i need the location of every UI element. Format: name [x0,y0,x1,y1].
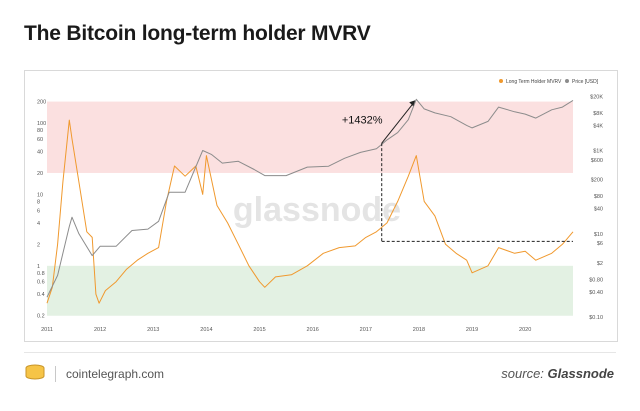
x-tick-label: 2020 [519,327,531,333]
page-title: The Bitcoin long-term holder MVRV [24,22,371,45]
left-tick-label: 0.8 [37,271,45,277]
right-tick-label: $600 [591,158,603,164]
coin-stack-icon [25,364,45,380]
band-upper [47,101,573,173]
annotation-label: +1432% [342,115,383,127]
left-tick-label: 80 [37,128,43,134]
legend-swatch-mvrv [499,79,503,83]
arrow-head-icon [409,100,416,107]
footer-divider [24,352,616,353]
footer-separator [55,366,56,382]
x-tick-label: 2012 [94,327,106,333]
right-tick-label: $6 [597,241,603,247]
x-tick-label: 2018 [413,327,425,333]
right-tick-label: $0.80 [589,277,603,283]
right-tick-label: $0.10 [589,315,603,321]
legend: Long Term Holder MVRV Price [USD] [499,79,599,85]
left-tick-label: 1 [37,264,40,270]
left-tick-label: 2 [37,242,40,248]
footer-site-link[interactable]: cointelegraph.com [66,367,165,381]
left-tick-label: 0.2 [37,314,45,320]
left-tick-label: 0.4 [37,292,45,298]
chart-frame: glassnode 0.2 0.4 0.6 0.8 1 2 4 6 8 10 20 40 60 80 100… [24,70,618,342]
right-tick-label: $10 [594,232,603,238]
left-tick-label: 40 [37,149,43,155]
right-tick-label: $40 [594,207,603,213]
legend-swatch-price [565,79,569,83]
x-tick-label: 2014 [200,327,212,333]
left-tick-label: 200 [37,100,46,106]
right-tick-label: $4K [593,123,603,129]
right-tick-label: $0.40 [589,290,603,296]
series-line-mvrv [46,119,574,304]
annotation-group: +1432% [342,100,573,242]
right-tick-label: $20K [590,94,603,100]
left-tick-label: 60 [37,137,43,143]
left-tick-label: 6 [37,208,40,214]
right-axis: $0.10 $0.40 $0.80 $2 $6 $10 $40 $80 $200 $600 $1K $… [589,94,603,321]
x-tick-label: 2019 [466,327,478,333]
x-axis: 2011 2012 2013 2014 2015 2016 2017 2018 2019 2020 [41,327,531,333]
legend-label: Price [USD] [572,79,599,85]
legend-label: Long Term Holder MVRV [506,79,562,85]
right-tick-label: $200 [591,178,603,184]
x-tick-label: 2016 [307,327,319,333]
x-tick-label: 2011 [41,327,53,333]
mvrv-price-chart: glassnode 0.2 0.4 0.6 0.81 2 4 6 810 20 40 60 80100… [37,79,603,333]
x-tick-label: 2017 [360,327,372,333]
x-tick-label: 2013 [147,327,159,333]
right-tick-label: $1K [593,149,603,155]
right-tick-label: $2 [597,261,603,267]
right-tick-label: $80 [594,194,603,200]
source-prefix: source: [501,366,548,381]
footer-source: source: Glassnode [501,366,614,381]
right-tick-label: $8K [593,111,603,117]
x-tick-label: 2015 [253,327,265,333]
watermark: glassnode [233,191,401,229]
band-lower [47,265,573,316]
series-group [46,98,574,304]
left-tick-label: 20 [37,171,43,177]
left-tick-label: 8 [37,199,40,205]
growth-arrow-line [381,102,414,144]
source-name: Glassnode [547,366,614,381]
left-tick-label: 100 [37,121,46,127]
left-tick-label: 0.6 [37,280,45,286]
chart-bands [47,101,573,316]
left-tick-label: 10 [37,192,43,198]
series-line-price [46,98,574,298]
left-tick-label: 4 [37,221,40,227]
